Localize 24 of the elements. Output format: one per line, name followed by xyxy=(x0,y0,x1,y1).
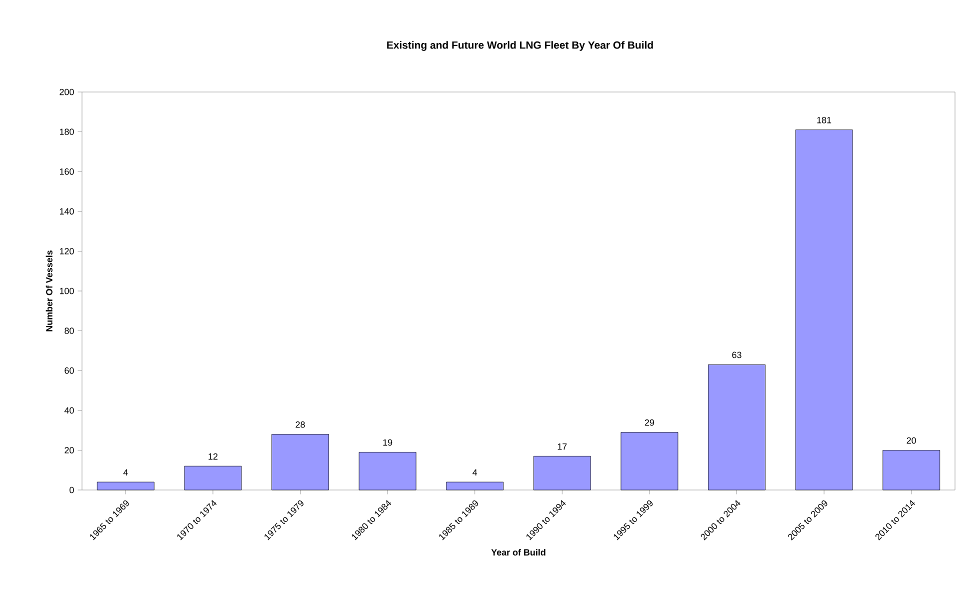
y-tick-label: 60 xyxy=(64,367,74,374)
data-label: 28 xyxy=(296,421,305,428)
y-tick-label: 160 xyxy=(60,168,74,175)
data-label: 12 xyxy=(208,453,218,460)
y-tick-label: 140 xyxy=(60,208,74,215)
y-tick-label: 80 xyxy=(64,328,74,334)
x-axis-title: Year of Build xyxy=(491,548,546,556)
data-label: 17 xyxy=(558,443,567,450)
y-tick-label: 40 xyxy=(64,407,74,414)
y-tick-label: 120 xyxy=(60,248,74,254)
y-tick-label: 0 xyxy=(70,486,74,494)
y-tick-label: 20 xyxy=(64,447,74,454)
chart-title: Existing and Future World LNG Fleet By Year Of Build xyxy=(387,41,653,51)
y-axis-title: Number Of Vessels xyxy=(46,250,52,332)
data-label: 29 xyxy=(644,419,654,426)
data-label: 181 xyxy=(817,116,832,124)
data-label: 4 xyxy=(123,469,128,476)
data-label: 19 xyxy=(383,439,392,446)
y-tick-label: 180 xyxy=(60,128,74,135)
data-label: 4 xyxy=(472,469,478,476)
data-label: 63 xyxy=(732,352,742,358)
y-tick-label: 100 xyxy=(60,288,74,294)
data-label: 20 xyxy=(906,437,916,444)
y-tick-label: 200 xyxy=(60,88,74,96)
